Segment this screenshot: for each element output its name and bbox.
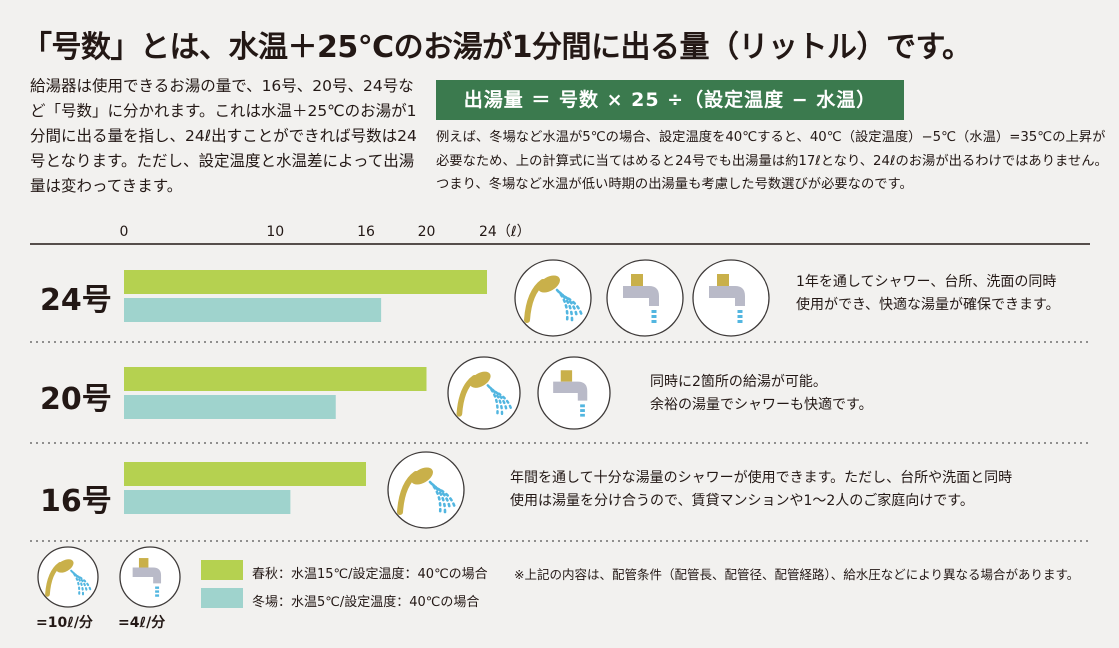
row-description-20: 同時に2箇所の給湯が可能。 余裕の湯量でシャワーも快適です。	[650, 371, 873, 417]
icon-circle	[387, 451, 465, 529]
intro-text: 給湯器は使用できるお湯の量で、16号、20号、24号など「号数」に分かれます。こ…	[30, 77, 417, 195]
faucet-icon	[606, 259, 684, 337]
shower-icon	[447, 356, 521, 430]
shower-head	[538, 275, 560, 293]
row-description-line: 使用ができ、快適な湯量が確保できます。	[796, 297, 1060, 313]
legend-swatch-winter	[201, 588, 243, 608]
icon-circle	[514, 259, 592, 337]
row-label-16: 16号	[40, 484, 112, 519]
row-description-line: 同時に2箇所の給湯が可能。	[650, 374, 827, 390]
faucet-handle	[717, 274, 729, 286]
row-description-line: 年間を通して十分な湯量のシャワーが使用できます。ただし、台所や洗面と同時	[510, 470, 1013, 486]
row-label-20: 20号	[40, 382, 112, 417]
faucet-spout	[623, 286, 659, 306]
legend-swatch-spring	[201, 560, 243, 580]
tick-label: 20	[418, 224, 436, 240]
faucet-icon	[537, 356, 611, 430]
tick-label: 16	[357, 224, 375, 240]
legend-winter-label: 冬場：水温5℃/設定温度：40℃の場合	[252, 595, 480, 610]
faucet-spout	[709, 286, 745, 306]
tick-label: 24（ℓ）	[479, 224, 531, 240]
shower-head	[411, 467, 433, 485]
row-description-line: 1年を通してシャワー、台所、洗面の同時	[796, 274, 1057, 290]
bar-spring	[124, 270, 487, 294]
icon-circle	[37, 546, 99, 608]
tick-label: 10	[266, 224, 284, 240]
bar-spring	[124, 462, 366, 486]
water-spray	[492, 389, 513, 412]
bar-winter	[124, 395, 336, 419]
icon-circle	[447, 356, 521, 430]
legend-spring-label: 春秋：水温15℃/設定温度：40℃の場合	[252, 567, 488, 582]
bar-spring	[124, 367, 427, 391]
water-spray	[74, 574, 92, 593]
bar-winter	[124, 298, 382, 322]
example-text: 例えば、冬場など水温が5℃の場合、設定温度を40℃すると、40℃（設定温度）−5…	[436, 130, 1108, 192]
faucet-icon	[692, 259, 770, 337]
shower-icon	[387, 451, 465, 529]
shower-head	[56, 559, 74, 573]
faucet-unit-label: =4ℓ/分	[118, 615, 166, 631]
footnote: ※上記の内容は、配管条件（配管長、配管径、配管経路）、給水圧などにより異なる場合…	[514, 567, 1080, 582]
faucet-spout	[132, 567, 162, 584]
bar-winter	[124, 490, 291, 514]
row-description-line: 使用は湯量を分け合うので、賃貸マンションや1〜2人のご家庭向けです。	[510, 493, 974, 509]
page-title: 「号数」とは、水温＋25℃のお湯が1分間に出る量（リットル）です。	[22, 30, 972, 65]
faucet-handle	[138, 558, 149, 568]
water-spray	[434, 486, 457, 510]
tick-label: 0	[120, 224, 129, 240]
faucet-handle	[631, 274, 643, 286]
row-description-line: 余裕の湯量でシャワーも快適です。	[650, 397, 873, 413]
row-description-16: 年間を通して十分な湯量のシャワーが使用できます。ただし、台所や洗面と同時 使用は…	[510, 467, 1012, 513]
faucet-icon	[119, 546, 181, 608]
shower-unit-label: =10ℓ/分	[36, 615, 93, 631]
water-spray	[561, 294, 584, 318]
row-label-24: 24号	[40, 283, 112, 318]
faucet-spout	[553, 381, 588, 401]
row-description-24: 1年を通してシャワー、台所、洗面の同時 使用ができ、快適な湯量が確保できます。	[796, 271, 1060, 317]
faucet-handle	[560, 370, 573, 382]
shower-icon	[37, 546, 99, 608]
shower-icon	[514, 259, 592, 337]
formula-box: 出湯量 ＝ 号数 × 25 ÷（設定温度 − 水温）	[436, 80, 904, 120]
shower-head	[469, 371, 491, 388]
